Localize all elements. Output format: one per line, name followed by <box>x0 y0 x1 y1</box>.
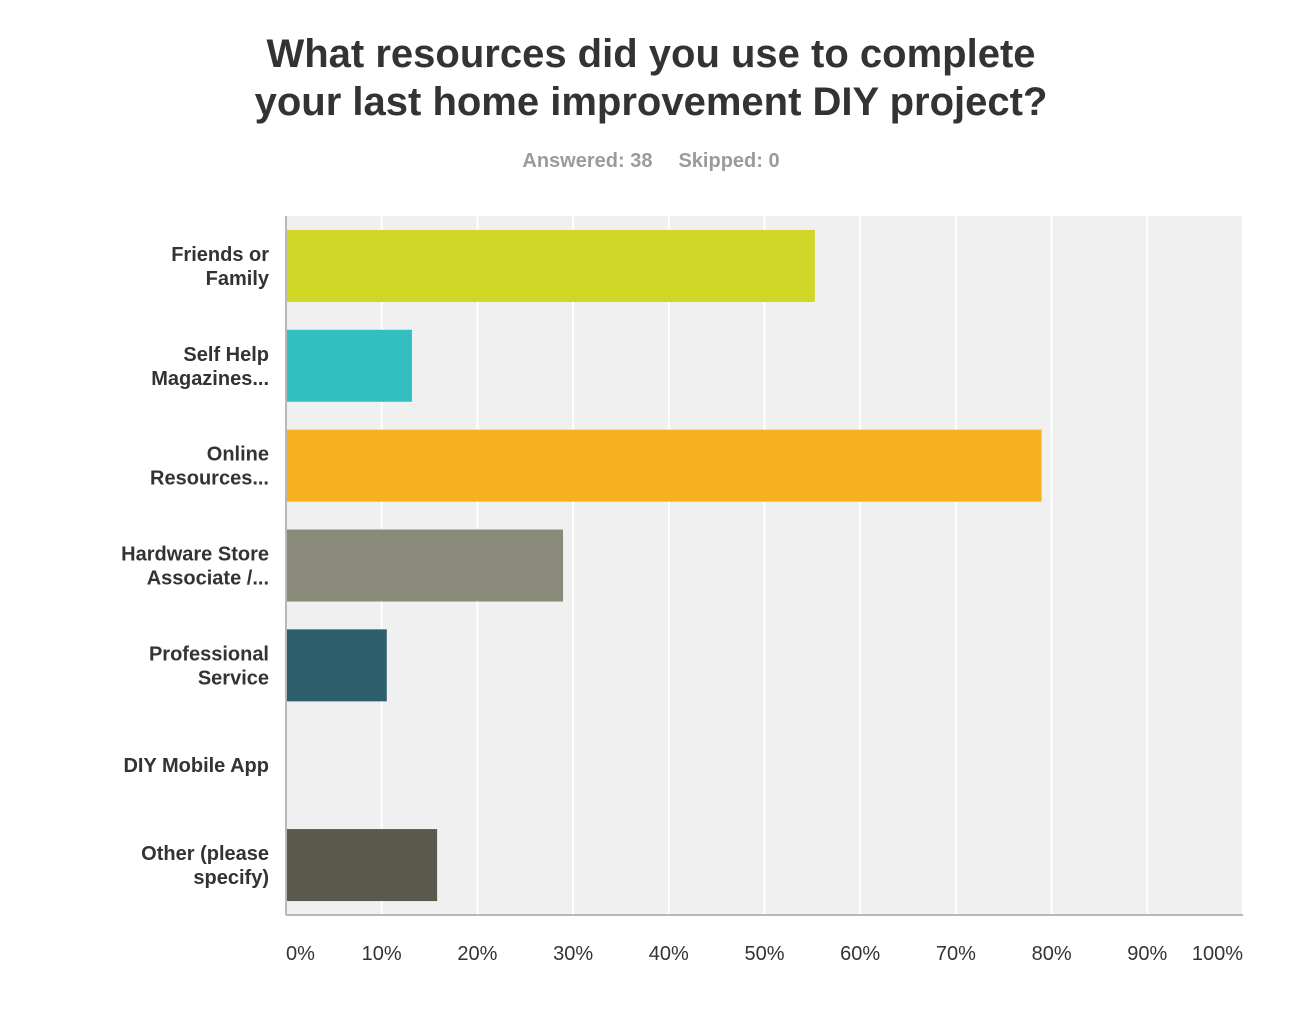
category-label: specify) <box>193 867 269 889</box>
x-tick-label: 0% <box>286 943 315 965</box>
chart-title: What resources did you use to complete y… <box>150 30 1152 126</box>
x-tick-labels: 0% 10% 20% 30% 40% 50% 60% 70% 80% 90% 100% <box>286 943 1243 965</box>
x-tick-label: 80% <box>1032 943 1072 965</box>
category-label: Magazines... <box>151 368 269 390</box>
response-stats: Answered: 38 Skipped: 0 <box>0 150 1302 173</box>
answered-count: Answered: 38 <box>522 150 653 172</box>
category-label: Professional <box>149 643 269 665</box>
category-label: Hardware Store <box>121 544 269 566</box>
x-tick-label: 100% <box>1192 943 1243 965</box>
category-label: Associate /... <box>147 568 269 590</box>
x-tick-label: 60% <box>840 943 880 965</box>
x-tick-label: 20% <box>457 943 497 965</box>
x-tick-label: 50% <box>744 943 784 965</box>
x-tick-label: 70% <box>936 943 976 965</box>
category-label: Online <box>207 444 269 466</box>
category-label: Family <box>206 268 270 290</box>
chart-title-line-1: What resources did you use to complete <box>266 32 1036 76</box>
x-tick-label: 40% <box>649 943 689 965</box>
bar <box>286 529 564 602</box>
category-label: Service <box>198 667 269 689</box>
category-label: Other (please <box>141 843 269 865</box>
bar <box>286 429 1042 502</box>
category-label: Friends or <box>171 244 269 266</box>
category-label: DIY Mobile App <box>123 755 269 777</box>
bar <box>286 329 412 402</box>
axes <box>285 216 1243 916</box>
category-label: Resources... <box>150 468 269 490</box>
x-tick-label: 90% <box>1127 943 1167 965</box>
bar <box>286 629 387 702</box>
x-tick-label: 10% <box>362 943 402 965</box>
skipped-count: Skipped: 0 <box>678 150 780 172</box>
chart-title-line-2: your last home improvement DIY project? <box>254 80 1048 124</box>
category-label: Self Help <box>183 344 269 366</box>
bars <box>286 229 1042 902</box>
x-tick-label: 30% <box>553 943 593 965</box>
bar <box>286 829 438 902</box>
bar <box>286 229 815 302</box>
